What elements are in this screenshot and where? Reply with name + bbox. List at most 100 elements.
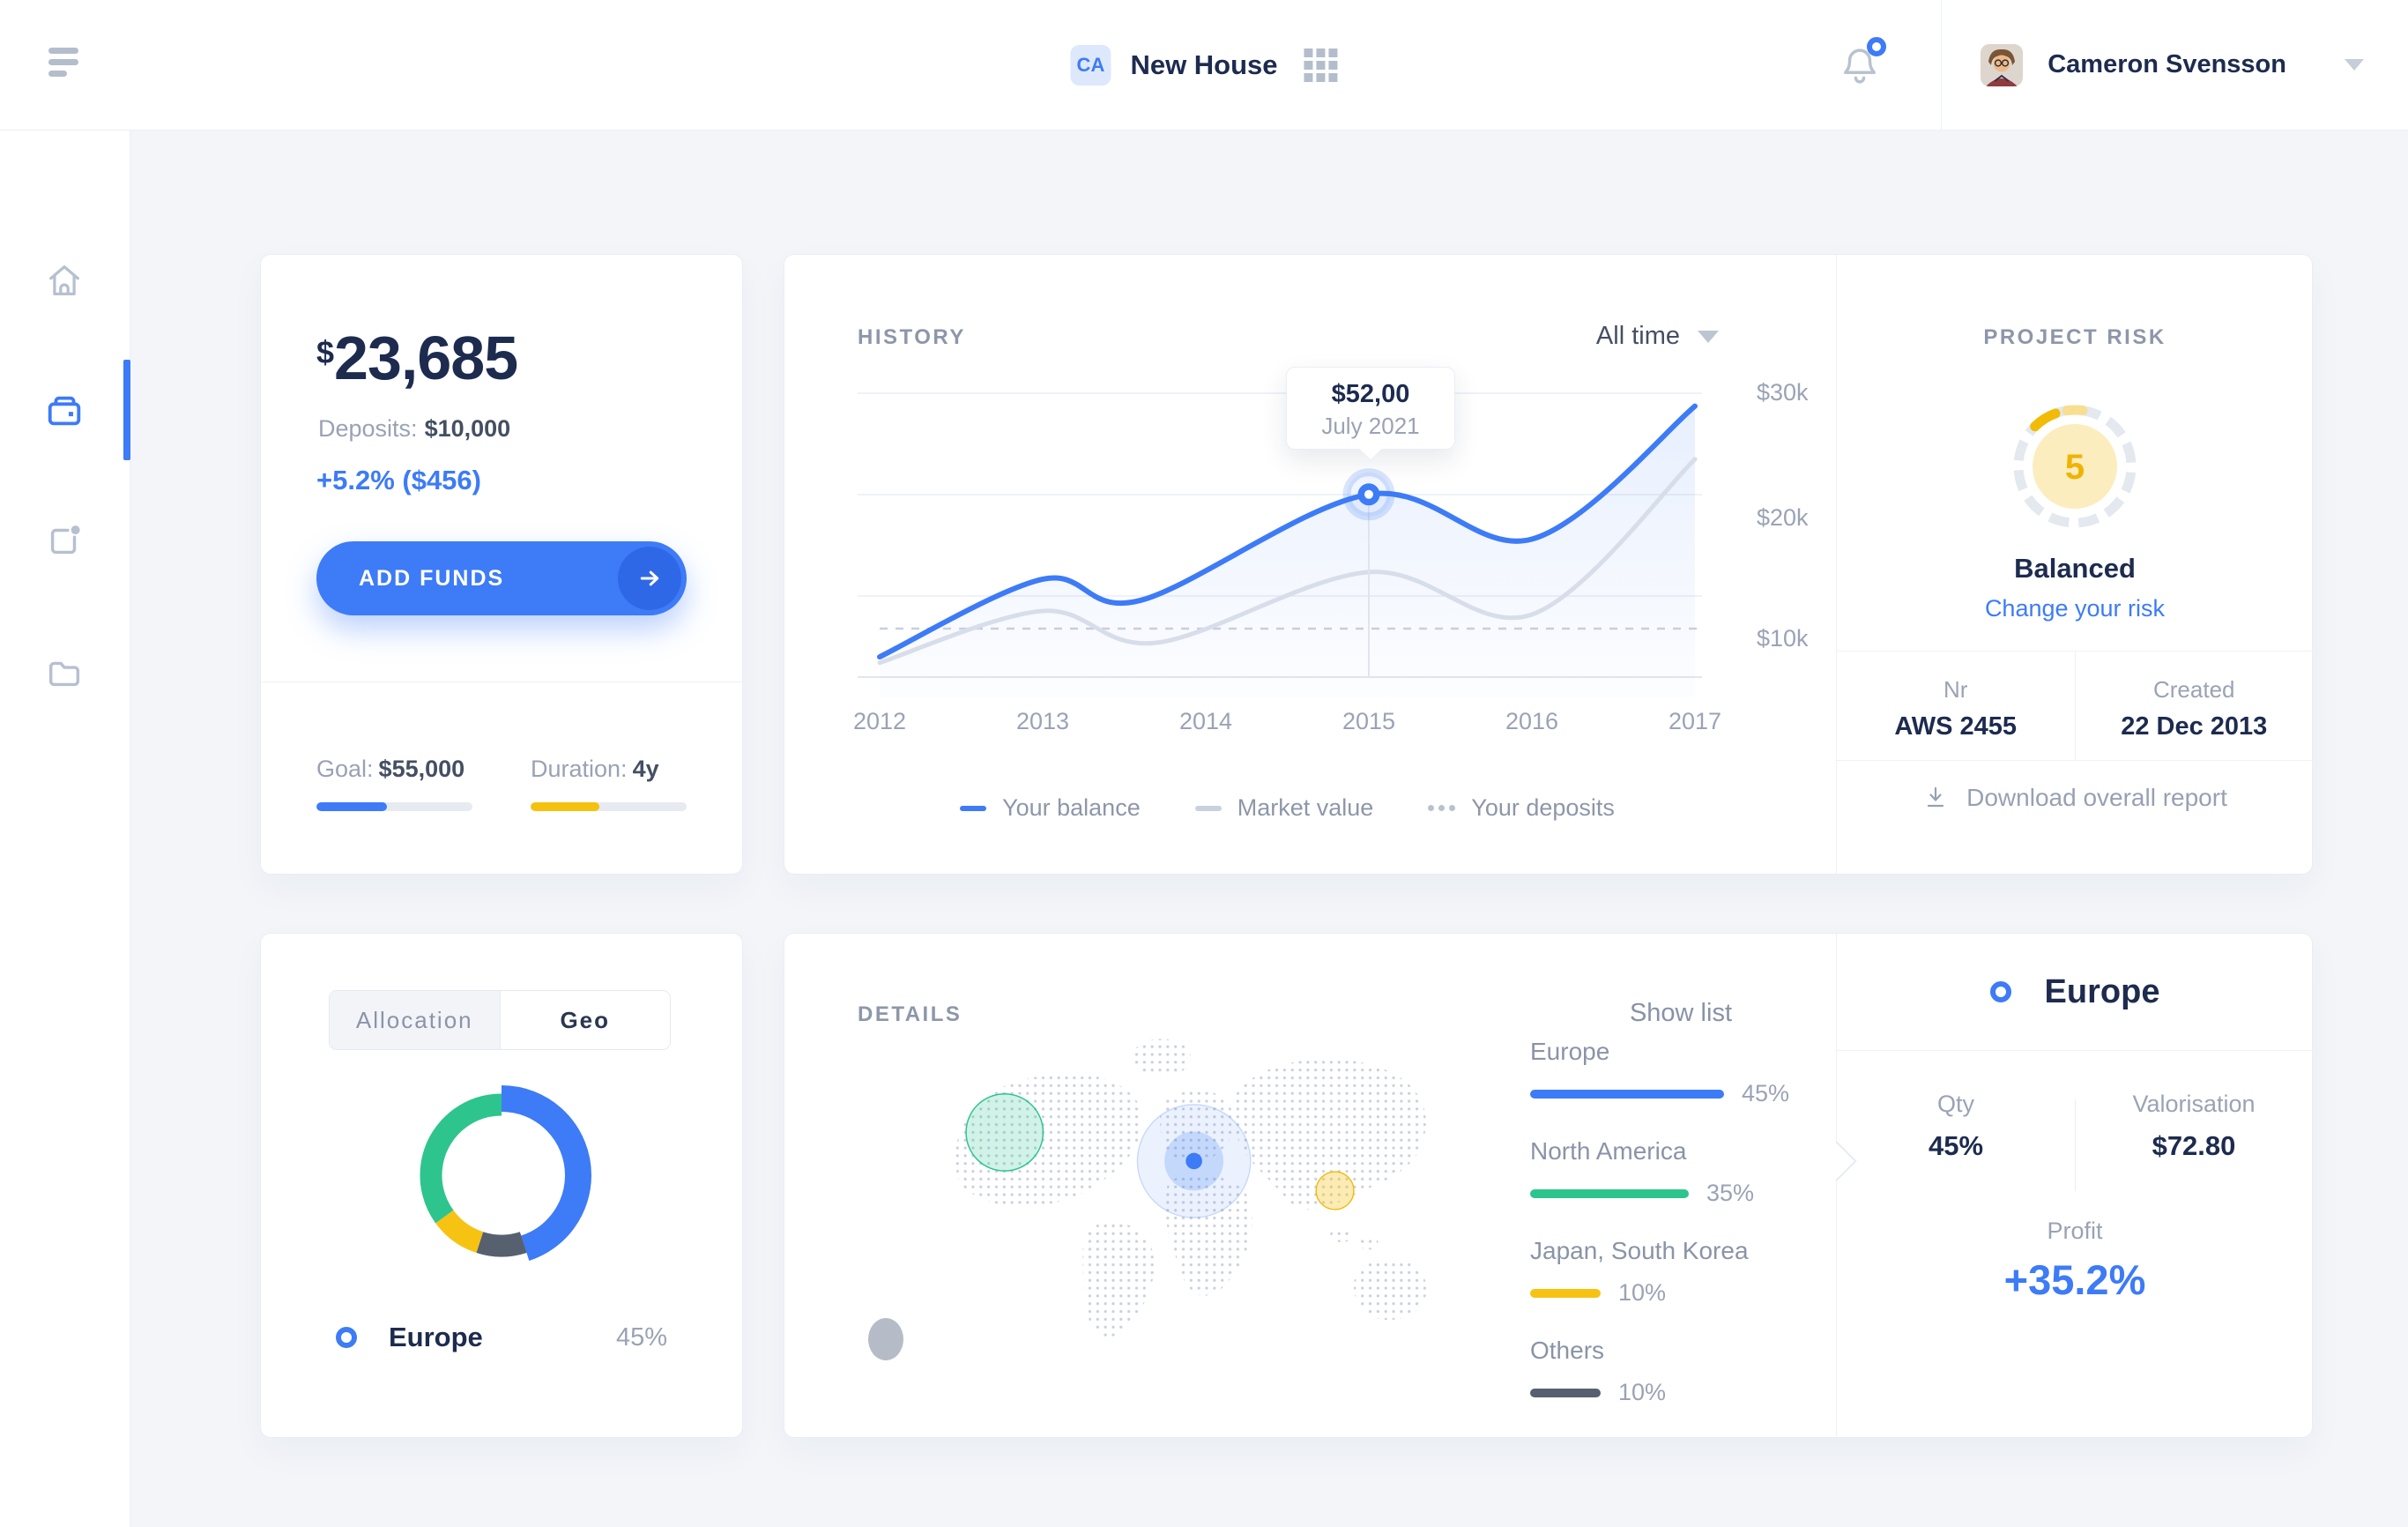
change-risk-link[interactable]: Change your risk [1984,595,2166,622]
legend-item-balance: Your balance [960,794,1141,822]
region-item: Others 10% [1530,1337,1667,1405]
map-marker-other [868,1318,903,1360]
qty-value: 45% [1928,1130,1984,1161]
risk-score: 5 [2065,448,2085,487]
duration-progress-bar [531,802,687,811]
world-map [955,1039,1427,1337]
workspace-switcher[interactable]: CA New House [1070,0,1338,130]
balance-card: $ 23,685 Deposits: $10,000 +5.2% ($456) A… [260,254,743,875]
deposits-value: $10,000 [424,415,511,442]
workspace-title: New House [1130,48,1278,80]
balance-change: +5.2% ($456) [316,465,481,495]
gauge-active-segment [2030,408,2061,432]
workspace-badge: CA [1070,44,1111,86]
balance-amount: 23,685 [334,324,518,392]
details-title: DETAILS [858,1002,962,1026]
donut-segment-north-america [420,1093,583,1257]
history-section: HISTORY All time 2012 2013 2014 2015 2016 201… [784,255,1836,874]
notifications-button[interactable] [1837,36,1887,88]
sidebar [0,130,130,1527]
time-range-value: All time [1595,322,1680,350]
valorisation-value: $72.80 [2152,1130,2236,1161]
legend-swatch [960,805,987,811]
donut-legend-row: Europe 45% [336,1322,667,1353]
bubble-europe [1136,1104,1252,1218]
bubble-japan [1315,1171,1355,1210]
user-menu[interactable]: Cameron Svensson [1981,43,2364,86]
document-new-icon [50,525,80,555]
y-axis-tick: $20k [1757,504,1809,531]
top-bar: CA New House [0,0,2408,130]
add-funds-label: ADD FUNDS [359,565,505,591]
nr-value: AWS 2455 [1894,712,2018,741]
legend-swatch-dotted [1428,805,1456,811]
svg-text:2016: 2016 [1505,708,1558,734]
donut-legend-value: 45% [615,1322,667,1352]
svg-text:2015: 2015 [1342,708,1395,734]
bell-icon [1844,48,1877,84]
allocation-card: Allocation Geo Europe 45% [260,933,743,1438]
profit-block: Profit +35.2% [1837,1218,2313,1304]
avatar [1981,43,2024,86]
duration-value: 4y [632,756,659,782]
duration-row: Duration: 4y [531,756,659,782]
goal-value: $55,000 [378,756,465,782]
region-item: Europe 45% [1530,1038,1790,1106]
cell-divider [2075,1099,2076,1191]
wallet-icon [48,396,81,426]
created-value: 22 Dec 2013 [2121,712,2268,741]
show-list-link[interactable]: Show list [1629,999,1732,1027]
sidebar-item-home[interactable] [33,249,96,312]
europe-marker-icon [336,1327,357,1348]
region-bar [1530,1388,1601,1397]
region-title: Europe [2044,972,2160,1010]
download-report-button[interactable]: Download overall report [1837,784,2313,812]
svg-text:2014: 2014 [1179,708,1232,734]
region-bar [1530,1188,1689,1198]
created-cell: Created 22 Dec 2013 [2076,652,2314,760]
allocation-tabs: Allocation Geo [329,990,671,1050]
sidebar-item-reports[interactable] [33,509,96,572]
goal-row: Goal: $55,000 [316,756,465,782]
legend-swatch [1194,805,1222,811]
region-detail-panel: Europe Qty 45% Valorisation $72.80 Profi… [1817,934,2313,1437]
details-card: DETAILS Show list [784,933,2313,1438]
tooltip-date: July 2021 [1321,413,1420,439]
valorisation-cell: Valorisation $72.80 [2075,1091,2313,1162]
region-item: North America 35% [1530,1137,1755,1206]
regions-list: Europe 45% North America 35% Japan, Sout… [1530,1038,1821,1436]
donut-legend-name: Europe [389,1322,483,1352]
user-name: Cameron Svensson [2048,50,2286,78]
header-divider [1941,0,1943,130]
history-risk-card: HISTORY All time 2012 2013 2014 2015 2016 201… [784,254,2313,875]
region-item: Japan, South Korea 10% [1530,1237,1749,1306]
region-bar [1530,1089,1724,1099]
sidebar-item-portfolio[interactable] [33,379,96,443]
folder-icon [48,661,80,687]
qty-cell: Qty 45% [1837,1091,2075,1162]
notification-badge [1867,36,1887,56]
svg-text:2013: 2013 [1016,708,1069,734]
menu-icon[interactable] [48,48,101,83]
add-funds-button[interactable]: ADD FUNDS [316,541,687,615]
tab-geo[interactable]: Geo [500,991,670,1049]
details-section: DETAILS Show list [784,934,1836,1437]
chevron-down-icon [2345,59,2364,71]
tab-allocation[interactable]: Allocation [330,991,501,1049]
bubble-north-america [965,1092,1044,1172]
chart-tooltip: $52,00 July 2021 [1286,367,1455,461]
chart-legend: Your balance Market value Your deposits [858,794,1717,822]
geo-donut-chart [412,1085,591,1265]
region-bar [1530,1288,1601,1298]
history-line-chart: 2012 2013 2014 2015 2016 2017 [853,392,1721,734]
svg-text:2017: 2017 [1669,708,1721,734]
time-range-select[interactable]: All time [1596,322,1719,351]
sidebar-item-files[interactable] [33,641,96,704]
legend-item-deposits: Your deposits [1428,794,1615,822]
risk-gauge: 5 [2013,405,2137,528]
download-icon [1928,786,1944,808]
chevron-down-icon [1698,330,1719,343]
apps-grid-icon[interactable] [1304,48,1338,82]
arrow-right-icon [618,547,681,610]
history-title: HISTORY [858,325,966,349]
